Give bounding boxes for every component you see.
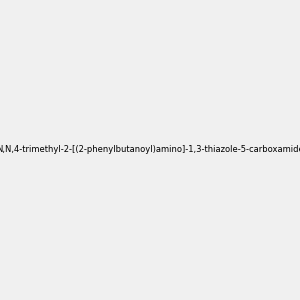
Text: N,N,4-trimethyl-2-[(2-phenylbutanoyl)amino]-1,3-thiazole-5-carboxamide: N,N,4-trimethyl-2-[(2-phenylbutanoyl)ami…: [0, 146, 300, 154]
